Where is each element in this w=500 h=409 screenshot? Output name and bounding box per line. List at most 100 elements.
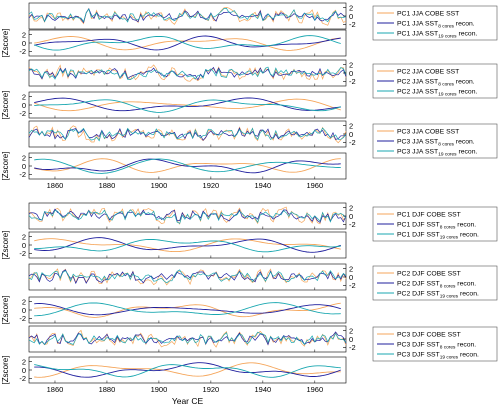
legend-entry: PC2 DJF SST19 cores recon. — [397, 291, 479, 300]
series-line-cores19 — [28, 269, 347, 284]
series-line-cores8 — [34, 97, 341, 112]
series-line-cores8 — [34, 158, 341, 174]
y-axis-label: [Zscore] — [1, 296, 10, 325]
y-tick-label: -2 — [349, 281, 356, 290]
y-tick-label: 2 — [22, 357, 26, 366]
panel-1: 20-2 — [28, 2, 356, 30]
series-line-cores8 — [28, 66, 347, 81]
series-line-cores8 — [28, 208, 347, 223]
panel-6: 20-2 [Zscore] — [1, 152, 347, 181]
y-tick-label: 0 — [349, 69, 353, 78]
y-tick-label: 2 — [349, 60, 353, 69]
legend-entry: PC2 JJA SST19 cores recon. — [397, 89, 477, 98]
x-tick-label: 1900 — [151, 385, 168, 394]
y-tick-label: -2 — [349, 138, 356, 147]
legend-djf-pc3: PC3 DJF COBE SST PC3 DJF SST8 cores recon… — [372, 326, 498, 362]
y-axis-label: [Zscore] — [1, 152, 10, 181]
y-tick-label: -2 — [19, 374, 26, 383]
legend-djf-pc2: PC2 DJF COBE SST PC2 DJF SST8 cores recon… — [372, 265, 498, 301]
series-line-cores8 — [34, 237, 341, 253]
y-tick-label: 0 — [349, 335, 353, 344]
y-axis-label: [Zscore] — [1, 29, 10, 58]
y-tick-label: 0 — [349, 12, 353, 21]
series-line-cores19 — [28, 331, 347, 346]
series-line-cores19 — [34, 35, 341, 51]
y-tick-label: 2 — [349, 264, 353, 273]
series-line-cores19 — [28, 127, 347, 142]
series-line-cores19 — [34, 364, 341, 378]
y-tick-label: 0 — [349, 273, 353, 282]
x-tick-label: 1920 — [203, 181, 220, 190]
y-tick-label: 0 — [349, 130, 353, 139]
x-tick-label: 1860 — [47, 181, 64, 190]
x-tick-label: 1940 — [255, 181, 272, 190]
series-line-cobe — [34, 36, 341, 51]
y-tick-label: 2 — [349, 121, 353, 130]
y-tick-label: -2 — [19, 170, 26, 179]
legend-entry: PC1 DJF COBE SST — [397, 212, 461, 219]
legend-entry: PC1 DJF SST8 cores recon. — [397, 222, 476, 231]
y-tick-label: -2 — [349, 220, 356, 229]
x-tick-label: 1860 — [47, 385, 64, 394]
x-axis-label: Year CE — [172, 396, 204, 406]
y-tick-label: 2 — [349, 326, 353, 335]
y-tick-label: 0 — [22, 162, 26, 171]
y-tick-label: -2 — [349, 20, 356, 29]
series-line-cores8 — [28, 8, 347, 24]
legend-entry: PC2 DJF COBE SST — [397, 271, 461, 278]
y-tick-label: 0 — [22, 101, 26, 110]
legend-entry: PC3 JJA SST8 cores recon. — [397, 139, 475, 148]
y-tick-label: 0 — [22, 241, 26, 250]
y-tick-label: -2 — [19, 47, 26, 56]
legend-jja-pc2: PC2 JJA COBE SST PC2 JJA SST8 cores recon… — [372, 63, 498, 99]
series-line-cores19 — [34, 302, 341, 317]
series-line-cores8 — [28, 331, 347, 346]
y-tick-label: 0 — [349, 212, 353, 221]
x-tick-label: 1940 — [255, 385, 272, 394]
panel-12: 20-2 [Zscore] — [1, 356, 347, 384]
panel-4: 20-2 [Zscore] — [1, 91, 347, 120]
x-tick-label: 1880 — [99, 385, 116, 394]
y-tick-label: -2 — [19, 109, 26, 118]
legend-jja-pc1: PC1 JJA COBE SST PC1 JJA SST8 cores recon… — [372, 5, 498, 41]
y-axis-label: [Zscore] — [1, 91, 10, 120]
legend-entry: PC1 DJF SST19 cores recon. — [397, 232, 479, 241]
x-tick-label: 1960 — [306, 385, 323, 394]
panel-frame — [28, 263, 347, 291]
panel-frame — [28, 231, 347, 259]
panel-5: 20-2 — [28, 120, 356, 148]
legend-entry: PC2 DJF SST8 cores recon. — [397, 281, 476, 290]
series-line-cobe — [34, 158, 341, 173]
legend-entry: PC2 JJA COBE SST — [397, 69, 459, 76]
x-tick-label: 1960 — [306, 181, 323, 190]
y-tick-label: 2 — [22, 92, 26, 101]
legend-entry: PC3 DJF SST8 cores recon. — [397, 342, 476, 351]
series-line-cores19 — [34, 99, 341, 113]
x-tick-label: 1880 — [99, 181, 116, 190]
panel-3: 20-2 — [28, 59, 356, 87]
series-line-cobe — [28, 64, 347, 82]
x-tick-label: 1920 — [203, 385, 220, 394]
panel-10: 20-2 [Zscore] — [1, 296, 347, 325]
legend-box — [372, 326, 498, 362]
panel-frame — [28, 296, 347, 324]
y-tick-label: 2 — [349, 203, 353, 212]
legend-jja-pc3: PC3 JJA COBE SST PC3 JJA SST8 cores recon… — [372, 123, 498, 159]
y-tick-label: -2 — [19, 249, 26, 258]
y-tick-label: 0 — [22, 39, 26, 48]
y-tick-label: -2 — [19, 314, 26, 323]
y-tick-label: 2 — [22, 153, 26, 162]
y-tick-label: 2 — [22, 30, 26, 39]
series-line-cores8 — [28, 269, 347, 285]
series-line-cores8 — [34, 303, 341, 316]
y-tick-label: 0 — [22, 366, 26, 375]
legend-entry: PC3 JJA SST19 cores recon. — [397, 149, 477, 158]
series-line-cobe — [34, 362, 341, 378]
series-line-cobe — [34, 238, 341, 253]
series-line-cores19 — [28, 209, 347, 224]
panel-9: 20-2 — [28, 263, 356, 291]
series-line-cores8 — [28, 127, 347, 141]
legend-djf-pc1: PC1 DJF COBE SST PC1 DJF SST8 cores recon… — [372, 206, 498, 242]
y-tick-label: -2 — [349, 343, 356, 352]
series-line-cores19 — [34, 158, 341, 174]
